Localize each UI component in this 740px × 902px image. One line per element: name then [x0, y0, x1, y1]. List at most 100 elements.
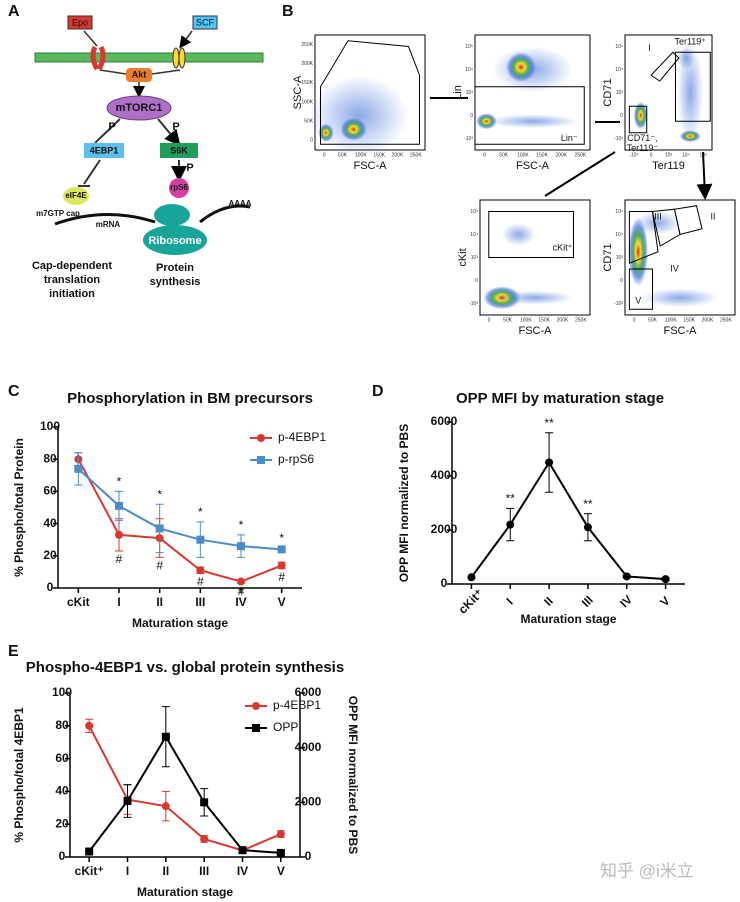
mrna-strand: [54, 204, 251, 226]
x-tick-label: IV: [237, 864, 248, 878]
marker: [155, 524, 164, 533]
x-tick-label: IV: [235, 595, 246, 609]
x-tick-label: 150K: [683, 317, 695, 323]
arrow: [99, 69, 181, 95]
x-tick-label: II: [541, 594, 556, 609]
significance: *: [117, 475, 122, 489]
gate-label: Ter119⁺: [674, 36, 706, 46]
caption: Cap-dependent: [32, 260, 112, 272]
legend-label: p-rpS6: [278, 452, 314, 466]
y2-tick-label: 2000: [295, 795, 322, 809]
y-tick-label: 0: [620, 113, 623, 119]
y2-tick-label: 0: [305, 849, 312, 863]
node: [106, 95, 172, 121]
marker: [622, 572, 631, 581]
ligand-box: [67, 15, 93, 30]
x-axis-label: Maturation stage: [520, 612, 616, 626]
event-density: [340, 117, 367, 141]
event-density: [486, 114, 579, 129]
x-axis-label: FSC-A: [354, 160, 388, 172]
marker: [85, 847, 94, 856]
x-tick-label: 50K: [338, 152, 348, 158]
event-density: [677, 46, 695, 70]
caption: synthesis: [150, 276, 201, 288]
y-axis-label: % Phospho/total Protein: [12, 438, 26, 577]
chart-title: OPP MFI by maturation stage: [456, 390, 664, 407]
y-tick-label: 100: [40, 419, 60, 433]
x-axis-label: FSC-A: [516, 160, 550, 172]
x-tick-label: 250K: [410, 152, 422, 158]
y-tick-label: 10⁴: [615, 232, 623, 238]
y-tick-label: 100: [52, 685, 72, 699]
marker: [200, 798, 209, 807]
event-density: [679, 130, 701, 142]
gate: [650, 51, 680, 82]
x-tick-label: 0: [633, 317, 636, 323]
x-tick-label: 10⁵: [699, 152, 707, 158]
y-tick-label: 10³: [616, 255, 624, 261]
significance: *: [157, 487, 162, 501]
gate: [474, 86, 585, 145]
caption: initiation: [49, 288, 95, 300]
gate-label: Lin⁻: [561, 133, 578, 143]
y2-tick-label: 6000: [295, 685, 322, 699]
marker: [200, 834, 209, 843]
y-axis-label: cKit: [457, 248, 469, 266]
marker: [276, 830, 285, 839]
y-tick-label: 40: [43, 516, 57, 530]
gate: [628, 268, 653, 310]
x-axis-label: FSC-A: [519, 325, 553, 337]
series-line: [470, 460, 666, 581]
y2-tick-label: 4000: [295, 740, 322, 754]
y-tick-label: 40: [55, 784, 69, 798]
x-tick-label: III: [579, 593, 596, 610]
legend-marker: [257, 434, 265, 442]
y-tick-label: 10⁵: [470, 209, 478, 215]
y-tick-label: 0: [441, 576, 448, 590]
panel-label: B: [282, 3, 294, 20]
y-tick-label: 200K: [301, 61, 313, 67]
marker: [115, 530, 123, 539]
x-tick-label: cKit⁺: [456, 586, 486, 616]
y-tick-label: -10³: [469, 301, 478, 307]
y-tick-label: 60: [55, 751, 69, 765]
x-tick-label: 0: [323, 152, 326, 158]
y-tick-label: 0: [620, 278, 623, 284]
panel-label: C: [8, 383, 20, 400]
x-tick-label: 0: [650, 152, 653, 158]
caption: translation: [44, 274, 101, 286]
panel-label: E: [8, 643, 19, 660]
significance: **: [544, 416, 554, 430]
y-tick-label: 20: [55, 816, 69, 830]
x-tick-label: cKit⁺: [75, 864, 104, 878]
x-tick-label: II: [156, 595, 163, 609]
legend-marker: [252, 724, 260, 732]
x-tick-label: I: [117, 595, 120, 609]
x-tick-label: 10⁴: [682, 152, 690, 158]
marker: [277, 561, 286, 570]
marker: [196, 566, 205, 575]
node-label: mTORC1: [116, 102, 163, 114]
x-tick-label: I: [504, 595, 516, 607]
x-tick-label: 0: [483, 152, 486, 158]
y-axis-label: % Phospho/total 4EBP1: [12, 707, 26, 843]
ligand-box: [192, 15, 218, 30]
series-line: [88, 725, 282, 852]
x-tick-label: III: [199, 864, 209, 878]
x-tick-label: 100K: [520, 317, 532, 323]
ligand: SCF: [196, 17, 215, 27]
y-tick-label: 10⁵: [615, 209, 623, 215]
y-axis-label: Lin: [452, 85, 464, 100]
x-tick-label: 200K: [392, 152, 404, 158]
gate-label: V: [635, 296, 641, 306]
x-tick-label: 150K: [373, 152, 385, 158]
y-tick-label: 80: [43, 451, 57, 465]
y-tick-label: 60: [43, 484, 57, 498]
y-tick-label: 0: [59, 849, 66, 863]
marker: [74, 464, 83, 473]
y-axis-label: OPP MFI normalized to PBS: [397, 424, 411, 582]
node-label: rpS6: [170, 183, 188, 192]
event-density: [633, 101, 648, 130]
y-axis-label: CD71: [602, 78, 614, 106]
y-tick-label: 100K: [301, 99, 313, 105]
